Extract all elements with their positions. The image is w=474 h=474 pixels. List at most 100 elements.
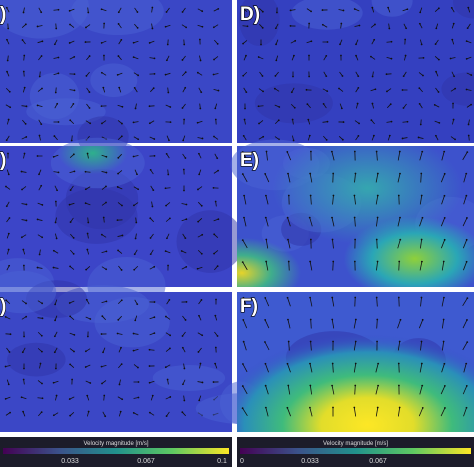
arrow-head — [375, 296, 378, 299]
arrow-head — [418, 22, 421, 25]
arrow-head — [257, 56, 260, 58]
arrow-head — [100, 42, 103, 44]
arrow-head — [118, 86, 121, 89]
arrow-head — [184, 319, 187, 321]
arrow-head — [371, 102, 374, 105]
arrow-head — [201, 233, 204, 236]
arrow-head — [286, 216, 289, 219]
arrow-head — [241, 407, 244, 410]
arrow-head — [148, 122, 151, 125]
arrow-head — [465, 384, 468, 387]
arrow-head — [326, 120, 329, 123]
vector-arrow — [287, 297, 291, 307]
arrow-head — [183, 399, 186, 402]
arrow-head — [84, 170, 87, 173]
arrow-head — [84, 366, 87, 368]
arrow-head — [136, 303, 139, 306]
arrow-head — [310, 40, 313, 43]
arrow-head — [309, 194, 312, 197]
arrow-head — [40, 55, 43, 57]
arrow-head — [373, 38, 376, 41]
vector-arrow — [376, 297, 378, 307]
arrow-head — [85, 268, 88, 271]
arrow-head — [309, 384, 312, 387]
arrow-head — [165, 152, 168, 155]
arrow-head — [38, 75, 41, 78]
arrow-head — [69, 265, 71, 268]
arrow-head — [399, 216, 401, 219]
arrow-head — [278, 106, 281, 108]
vector-arrow — [419, 217, 423, 227]
arrow-head — [5, 185, 7, 188]
arrow-head — [443, 216, 446, 219]
arrow-head — [198, 314, 200, 317]
arrow-head — [386, 90, 388, 93]
arrow-head — [23, 86, 26, 89]
arrow-head — [68, 302, 71, 304]
arrow-head — [245, 91, 248, 94]
arrow-head — [149, 217, 152, 220]
arrow-head — [56, 102, 59, 105]
arrow-head — [216, 42, 219, 45]
arrow-head — [38, 253, 41, 256]
arrow-head — [264, 362, 267, 365]
vector-arrow — [375, 407, 379, 417]
colorbar-tick: 0 — [240, 458, 244, 465]
arrow-head — [358, 24, 361, 27]
arrow-head — [265, 150, 268, 153]
arrow-head — [212, 186, 215, 189]
vector-arrow — [397, 239, 401, 249]
arrow-head — [214, 362, 217, 365]
panel-label: ) — [0, 150, 6, 171]
arrow-head — [120, 363, 123, 366]
vector-arrow — [265, 217, 269, 227]
arrow-head — [443, 150, 446, 153]
arrow-head — [116, 332, 119, 335]
arrow-head — [100, 71, 103, 74]
arrow-head — [84, 188, 87, 191]
arrow-head — [354, 238, 357, 241]
arrow-head — [68, 9, 71, 12]
colorbar-tick: 0.033 — [301, 458, 319, 465]
arrow-head — [341, 138, 344, 141]
arrow-head — [370, 119, 373, 122]
arrow-head — [406, 8, 409, 11]
arrow-head — [169, 347, 171, 350]
colorbar-tick: 0.033 — [61, 458, 79, 465]
arrow-head — [39, 362, 42, 365]
arrow-head — [185, 26, 188, 29]
colorbar-tick: 0.067 — [137, 458, 155, 465]
arrow-head — [467, 134, 470, 137]
arrow-head — [52, 155, 55, 158]
arrow-head — [148, 381, 151, 384]
arrow-head — [261, 75, 264, 77]
arrow-head — [72, 236, 75, 239]
arrow-head — [374, 88, 377, 91]
arrow-head — [375, 150, 378, 153]
arrow-head — [465, 88, 468, 91]
arrow-head — [25, 219, 28, 222]
arrow-head — [165, 59, 168, 62]
arrow-head — [136, 26, 139, 29]
arrow-head — [401, 89, 404, 91]
arrow-head — [169, 121, 172, 124]
arrow-head — [264, 406, 267, 409]
arrow-head — [465, 172, 468, 175]
arrow-head — [164, 187, 167, 190]
arrow-head — [153, 332, 156, 335]
arrow-head — [213, 135, 215, 138]
arrow-head — [453, 75, 456, 78]
vector-arrow — [242, 151, 248, 161]
arrow-head — [421, 150, 424, 153]
arrow-head — [200, 252, 203, 255]
arrow-head — [184, 237, 187, 240]
arrow-head — [387, 6, 390, 9]
vector-arrow — [463, 195, 467, 205]
vector-arrow — [288, 341, 290, 351]
heatmap-blob — [254, 83, 333, 124]
arrow-head — [287, 172, 289, 175]
arrow-head — [57, 8, 60, 11]
arrow-head — [331, 318, 334, 321]
arrow-head — [57, 171, 60, 174]
arrow-head — [52, 266, 55, 269]
